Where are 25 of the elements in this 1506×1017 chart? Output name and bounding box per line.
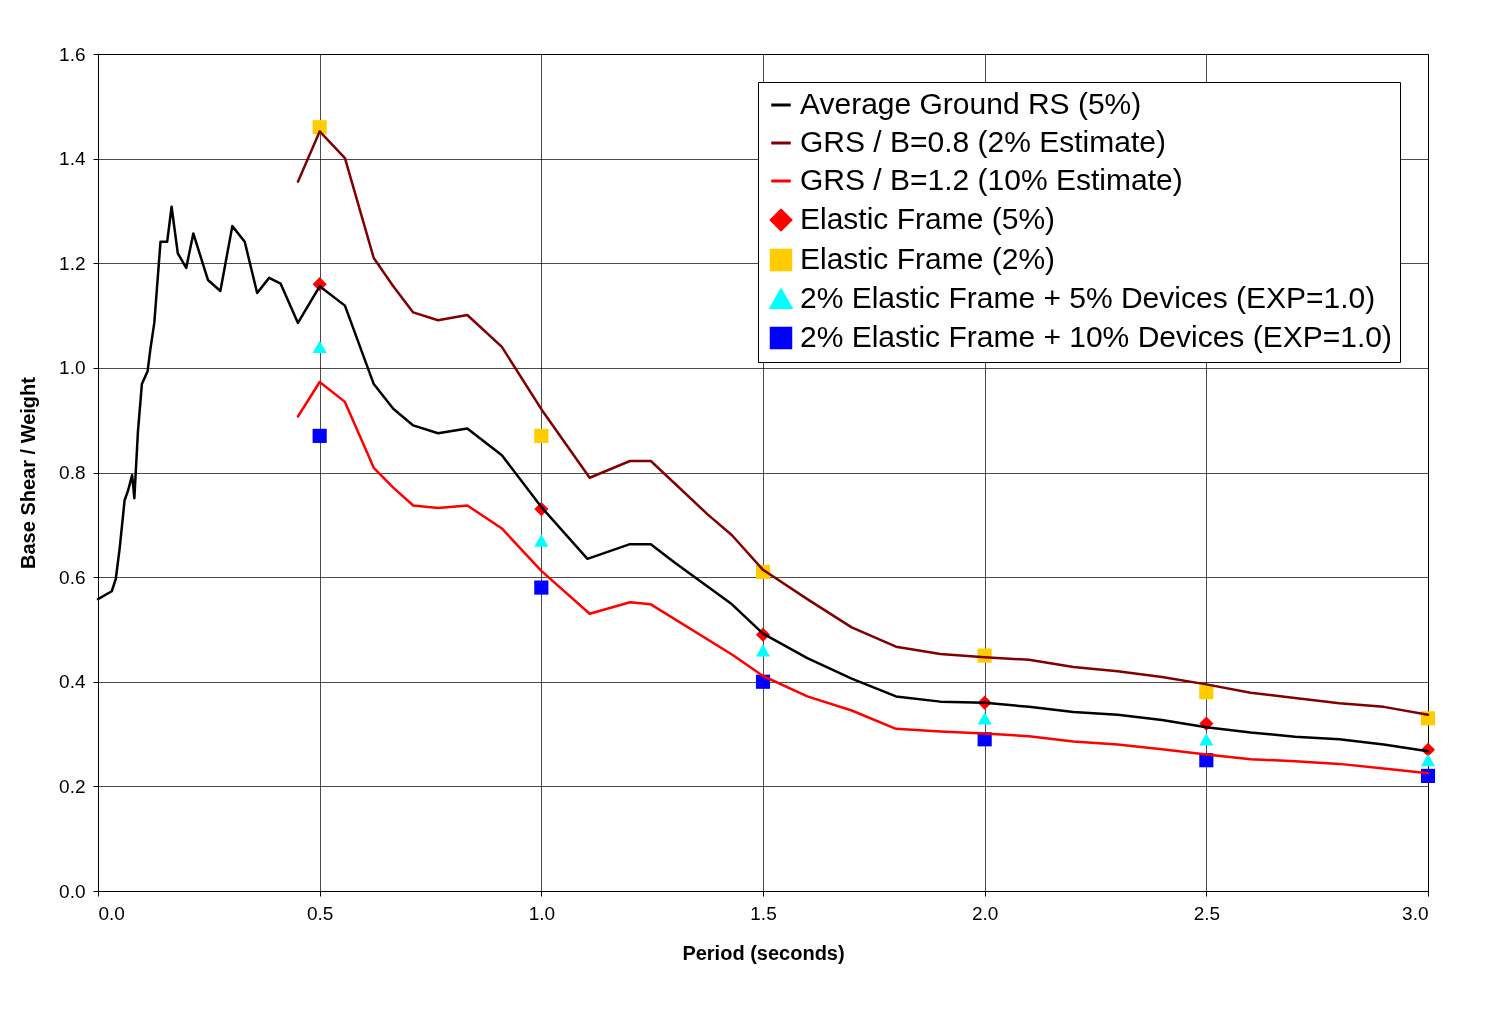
y-tick-label: 0.4: [59, 671, 86, 693]
y-tick-label: 1.2: [59, 252, 86, 274]
x-tick-label: 2.5: [1193, 902, 1221, 924]
y-tick-label: 1.6: [59, 43, 86, 65]
y-tick-label: 1.0: [59, 357, 86, 379]
x-tick-label: 0.0: [98, 902, 125, 924]
y-tick-label: 0.6: [59, 566, 86, 588]
x-tick-label: 2.0: [971, 902, 999, 924]
y-tick-label: 0.0: [59, 880, 86, 902]
legend-label: Elastic Frame (2%): [800, 242, 1056, 275]
x-tick-label: 1.0: [528, 902, 556, 924]
legend-label: Average Ground RS (5%): [800, 87, 1142, 120]
y-tick-label: 0.2: [59, 775, 86, 797]
x-tick-label: 1.5: [750, 902, 777, 924]
legend-label: Elastic Frame (5%): [800, 202, 1056, 235]
x-tick-label: 3.0: [1402, 902, 1429, 924]
y-tick-label: 1.4: [59, 148, 86, 170]
legend-label: 2% Elastic Frame + 5% Devices (EXP=1.0): [800, 281, 1376, 314]
y-tick-label: 0.8: [59, 462, 86, 483]
legend-label: GRS / B=1.2 (10% Estimate): [800, 163, 1183, 196]
x-axis-title: Period (seconds): [682, 941, 845, 964]
legend-label: GRS / B=0.8 (2% Estimate): [800, 125, 1166, 158]
legend-label: 2% Elastic Frame + 10% Devices (EXP=1.0): [800, 320, 1392, 353]
y-axis-title: Base Shear / Weight: [17, 376, 40, 569]
x-tick-label: 0.5: [306, 902, 334, 924]
